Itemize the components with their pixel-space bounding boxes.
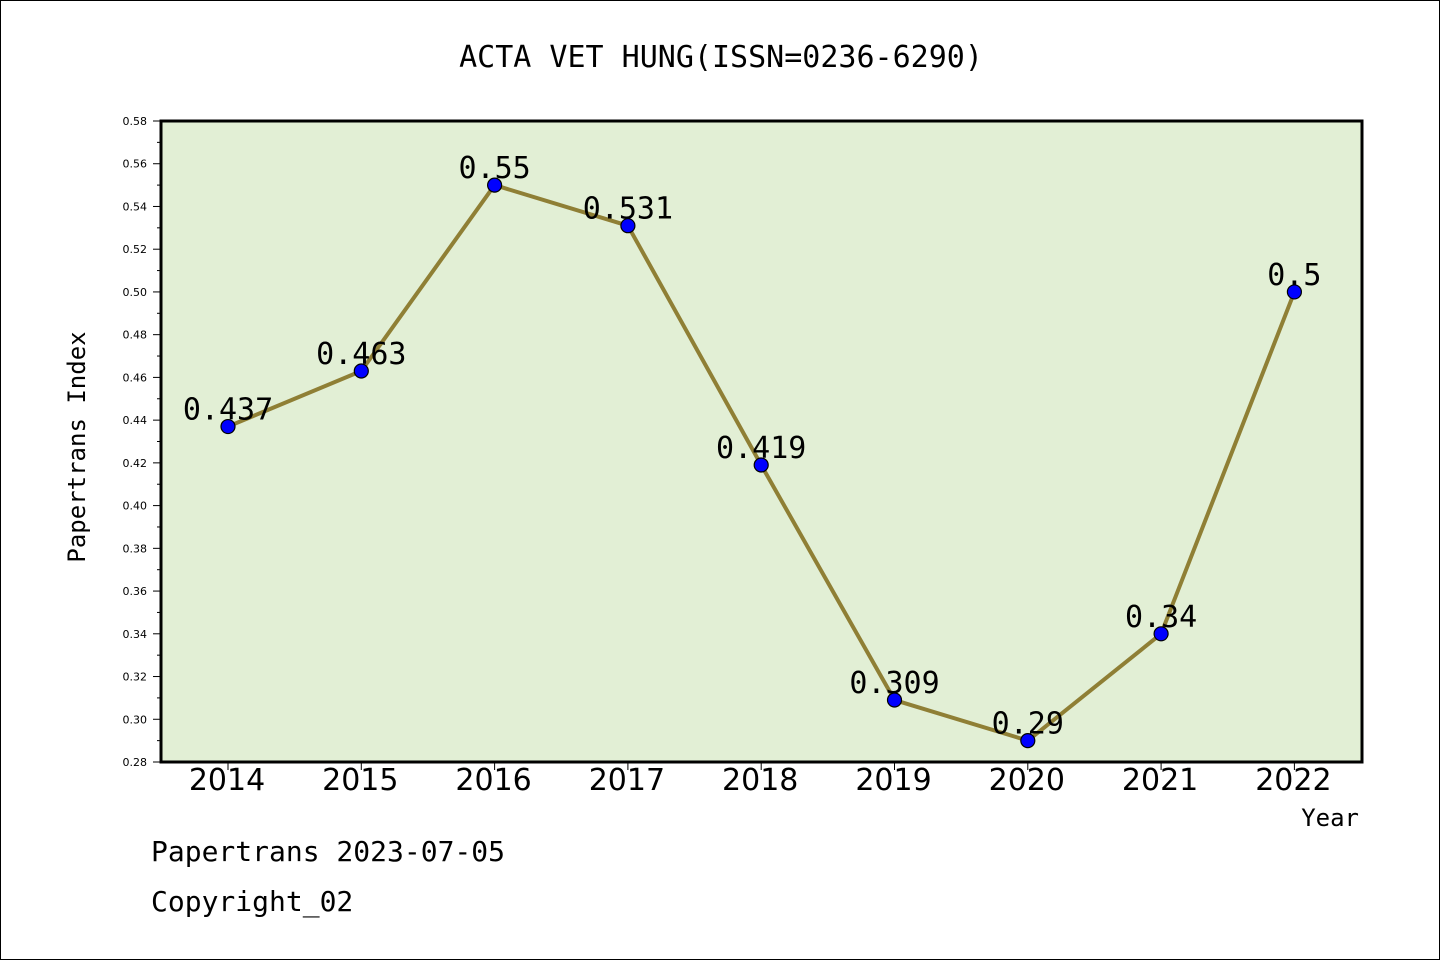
data-label: 0.463 [316, 337, 406, 372]
y-tick-label: 0.42 [123, 457, 148, 470]
x-tick-label: 2015 [322, 763, 398, 798]
y-tick-label: 0.32 [123, 671, 148, 684]
footer-date: Papertrans 2023-07-05 [151, 835, 506, 868]
chart-title: ACTA VET HUNG(ISSN=0236-6290) [459, 40, 983, 75]
data-label: 0.419 [716, 431, 806, 466]
x-tick-label: 2016 [455, 763, 531, 798]
data-point [487, 177, 503, 193]
x-axis: 2014 2015 2016 2017 2018 2019 2020 2021 2022 [189, 762, 1332, 798]
data-label: 0.55 [458, 151, 530, 186]
y-tick-label: 0.28 [123, 756, 148, 769]
data-point [886, 692, 903, 708]
y-tick-label: 0.34 [123, 628, 148, 641]
x-tick-label: 2014 [189, 763, 265, 798]
x-axis-label: Year [1301, 804, 1359, 832]
y-tick-label: 0.52 [123, 243, 148, 256]
data-label: 0.5 [1267, 258, 1321, 293]
y-axis-label: Papertrans Index [63, 331, 91, 562]
data-point [220, 418, 236, 435]
y-tick-label: 0.48 [123, 329, 148, 342]
x-tick-label: 2022 [1255, 763, 1331, 798]
data-label: 0.309 [849, 666, 939, 701]
x-tick-label: 2020 [989, 763, 1065, 798]
data-label: 0.34 [1125, 600, 1197, 635]
y-tick-label: 0.30 [123, 713, 148, 726]
x-tick-label: 2021 [1122, 763, 1198, 798]
data-label: 0.29 [992, 707, 1064, 742]
data-label: 0.437 [183, 393, 273, 428]
x-tick-label: 2018 [722, 763, 798, 798]
data-point [1153, 626, 1169, 642]
data-point [1020, 733, 1036, 749]
x-tick-label: 2019 [855, 763, 931, 798]
data-label: 0.531 [583, 192, 673, 227]
y-tick-label: 0.40 [123, 500, 148, 513]
y-axis: 0.28 0.30 0.32 0.34 0.36 0.38 0.40 0.42 0.44 0.46… [123, 115, 161, 769]
y-tick-label: 0.58 [123, 115, 148, 128]
data-point [753, 457, 769, 473]
data-point [1286, 284, 1303, 300]
plot-area [159, 119, 1364, 764]
y-tick-label: 0.50 [123, 286, 148, 299]
data-point [620, 218, 636, 234]
data-point [353, 363, 369, 379]
data-labels-group: 0.437 0.463 0.55 0.531 0.419 0.309 0.29 0.34 0.5 [183, 151, 1322, 742]
y-tick-label: 0.44 [123, 414, 148, 427]
y-tick-label: 0.56 [123, 158, 148, 171]
y-tick-label: 0.46 [123, 371, 148, 384]
x-tick-label: 2017 [589, 763, 665, 798]
y-tick-label: 0.54 [123, 200, 148, 213]
y-tick-label: 0.36 [123, 585, 148, 598]
y-tick-label: 0.38 [123, 542, 148, 555]
series-line-group [220, 177, 1303, 749]
footer-copyright: Copyright_02 [151, 885, 354, 918]
